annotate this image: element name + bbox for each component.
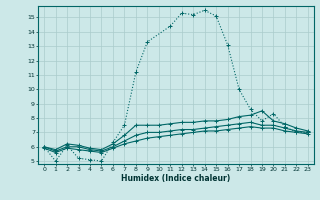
X-axis label: Humidex (Indice chaleur): Humidex (Indice chaleur): [121, 174, 231, 183]
